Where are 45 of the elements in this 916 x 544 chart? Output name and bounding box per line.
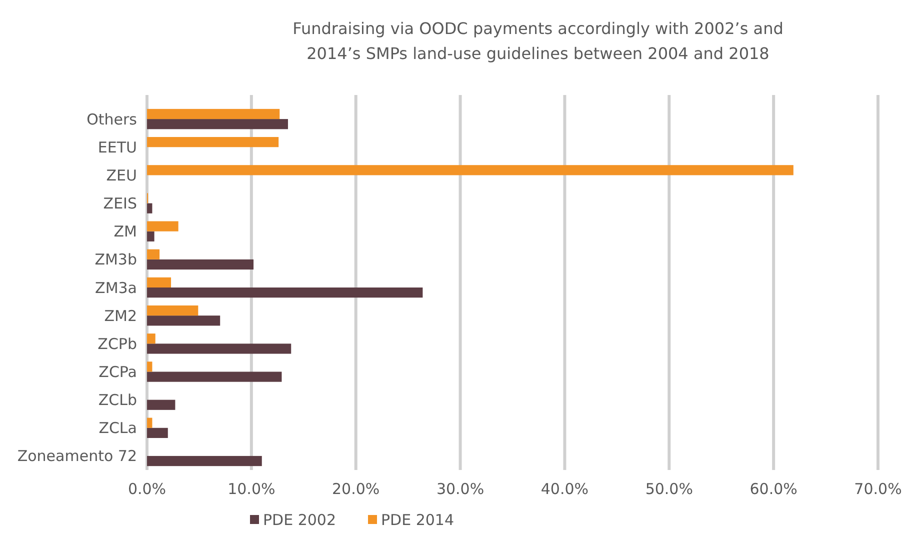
y-tick-label: Others <box>86 110 138 128</box>
y-tick-label: EETU <box>98 138 137 156</box>
y-tick-label: Zoneamento 72 <box>17 447 137 466</box>
bar <box>147 362 152 372</box>
bar <box>147 288 423 298</box>
y-tick-label: ZCLb <box>98 391 137 410</box>
x-tick-label: 60.0% <box>750 480 798 498</box>
bar <box>147 137 279 148</box>
bar <box>147 119 288 130</box>
legend-label: PDE 2014 <box>381 511 454 529</box>
bar <box>147 221 178 232</box>
y-tick-label: ZEIS <box>103 194 137 213</box>
y-tick-label: ZM3a <box>95 278 137 297</box>
x-tick-label: 0.0% <box>128 480 166 498</box>
y-tick-label: ZCPa <box>98 362 137 381</box>
bar <box>147 456 262 466</box>
x-tick-label: 70.0% <box>854 480 902 498</box>
legend-label: PDE 2002 <box>263 511 336 529</box>
bar <box>147 428 168 438</box>
x-tick-label: 10.0% <box>228 480 276 498</box>
y-tick-label: ZCPb <box>98 334 137 353</box>
bar <box>147 249 160 260</box>
bar <box>147 231 154 242</box>
y-tick-label: ZM3b <box>94 250 137 269</box>
x-tick-label: 40.0% <box>540 480 589 498</box>
bar <box>147 108 280 120</box>
y-tick-label: ZEU <box>106 166 137 184</box>
y-tick-label: ZM <box>114 222 137 241</box>
bar <box>147 400 176 410</box>
y-tick-label: ZCLa <box>98 419 137 438</box>
x-tick-label: 30.0% <box>436 480 484 498</box>
bar <box>147 418 152 428</box>
chart-title: Fundraising via OODC payments accordingly with 2002’s and 2014’s SMPs land-use guidelines between 2004 and 2018 <box>292 19 784 63</box>
x-tick-label: 50.0% <box>645 480 693 498</box>
y-tick-label: ZM2 <box>104 306 137 325</box>
bar <box>147 334 156 344</box>
bar <box>147 203 152 214</box>
bar <box>147 305 198 316</box>
bar <box>147 316 220 326</box>
x-tick-label: 20.0% <box>332 480 380 498</box>
bar <box>147 344 292 354</box>
bar <box>147 277 172 288</box>
bar <box>147 259 254 270</box>
bar <box>147 372 282 382</box>
bar <box>147 165 794 176</box>
